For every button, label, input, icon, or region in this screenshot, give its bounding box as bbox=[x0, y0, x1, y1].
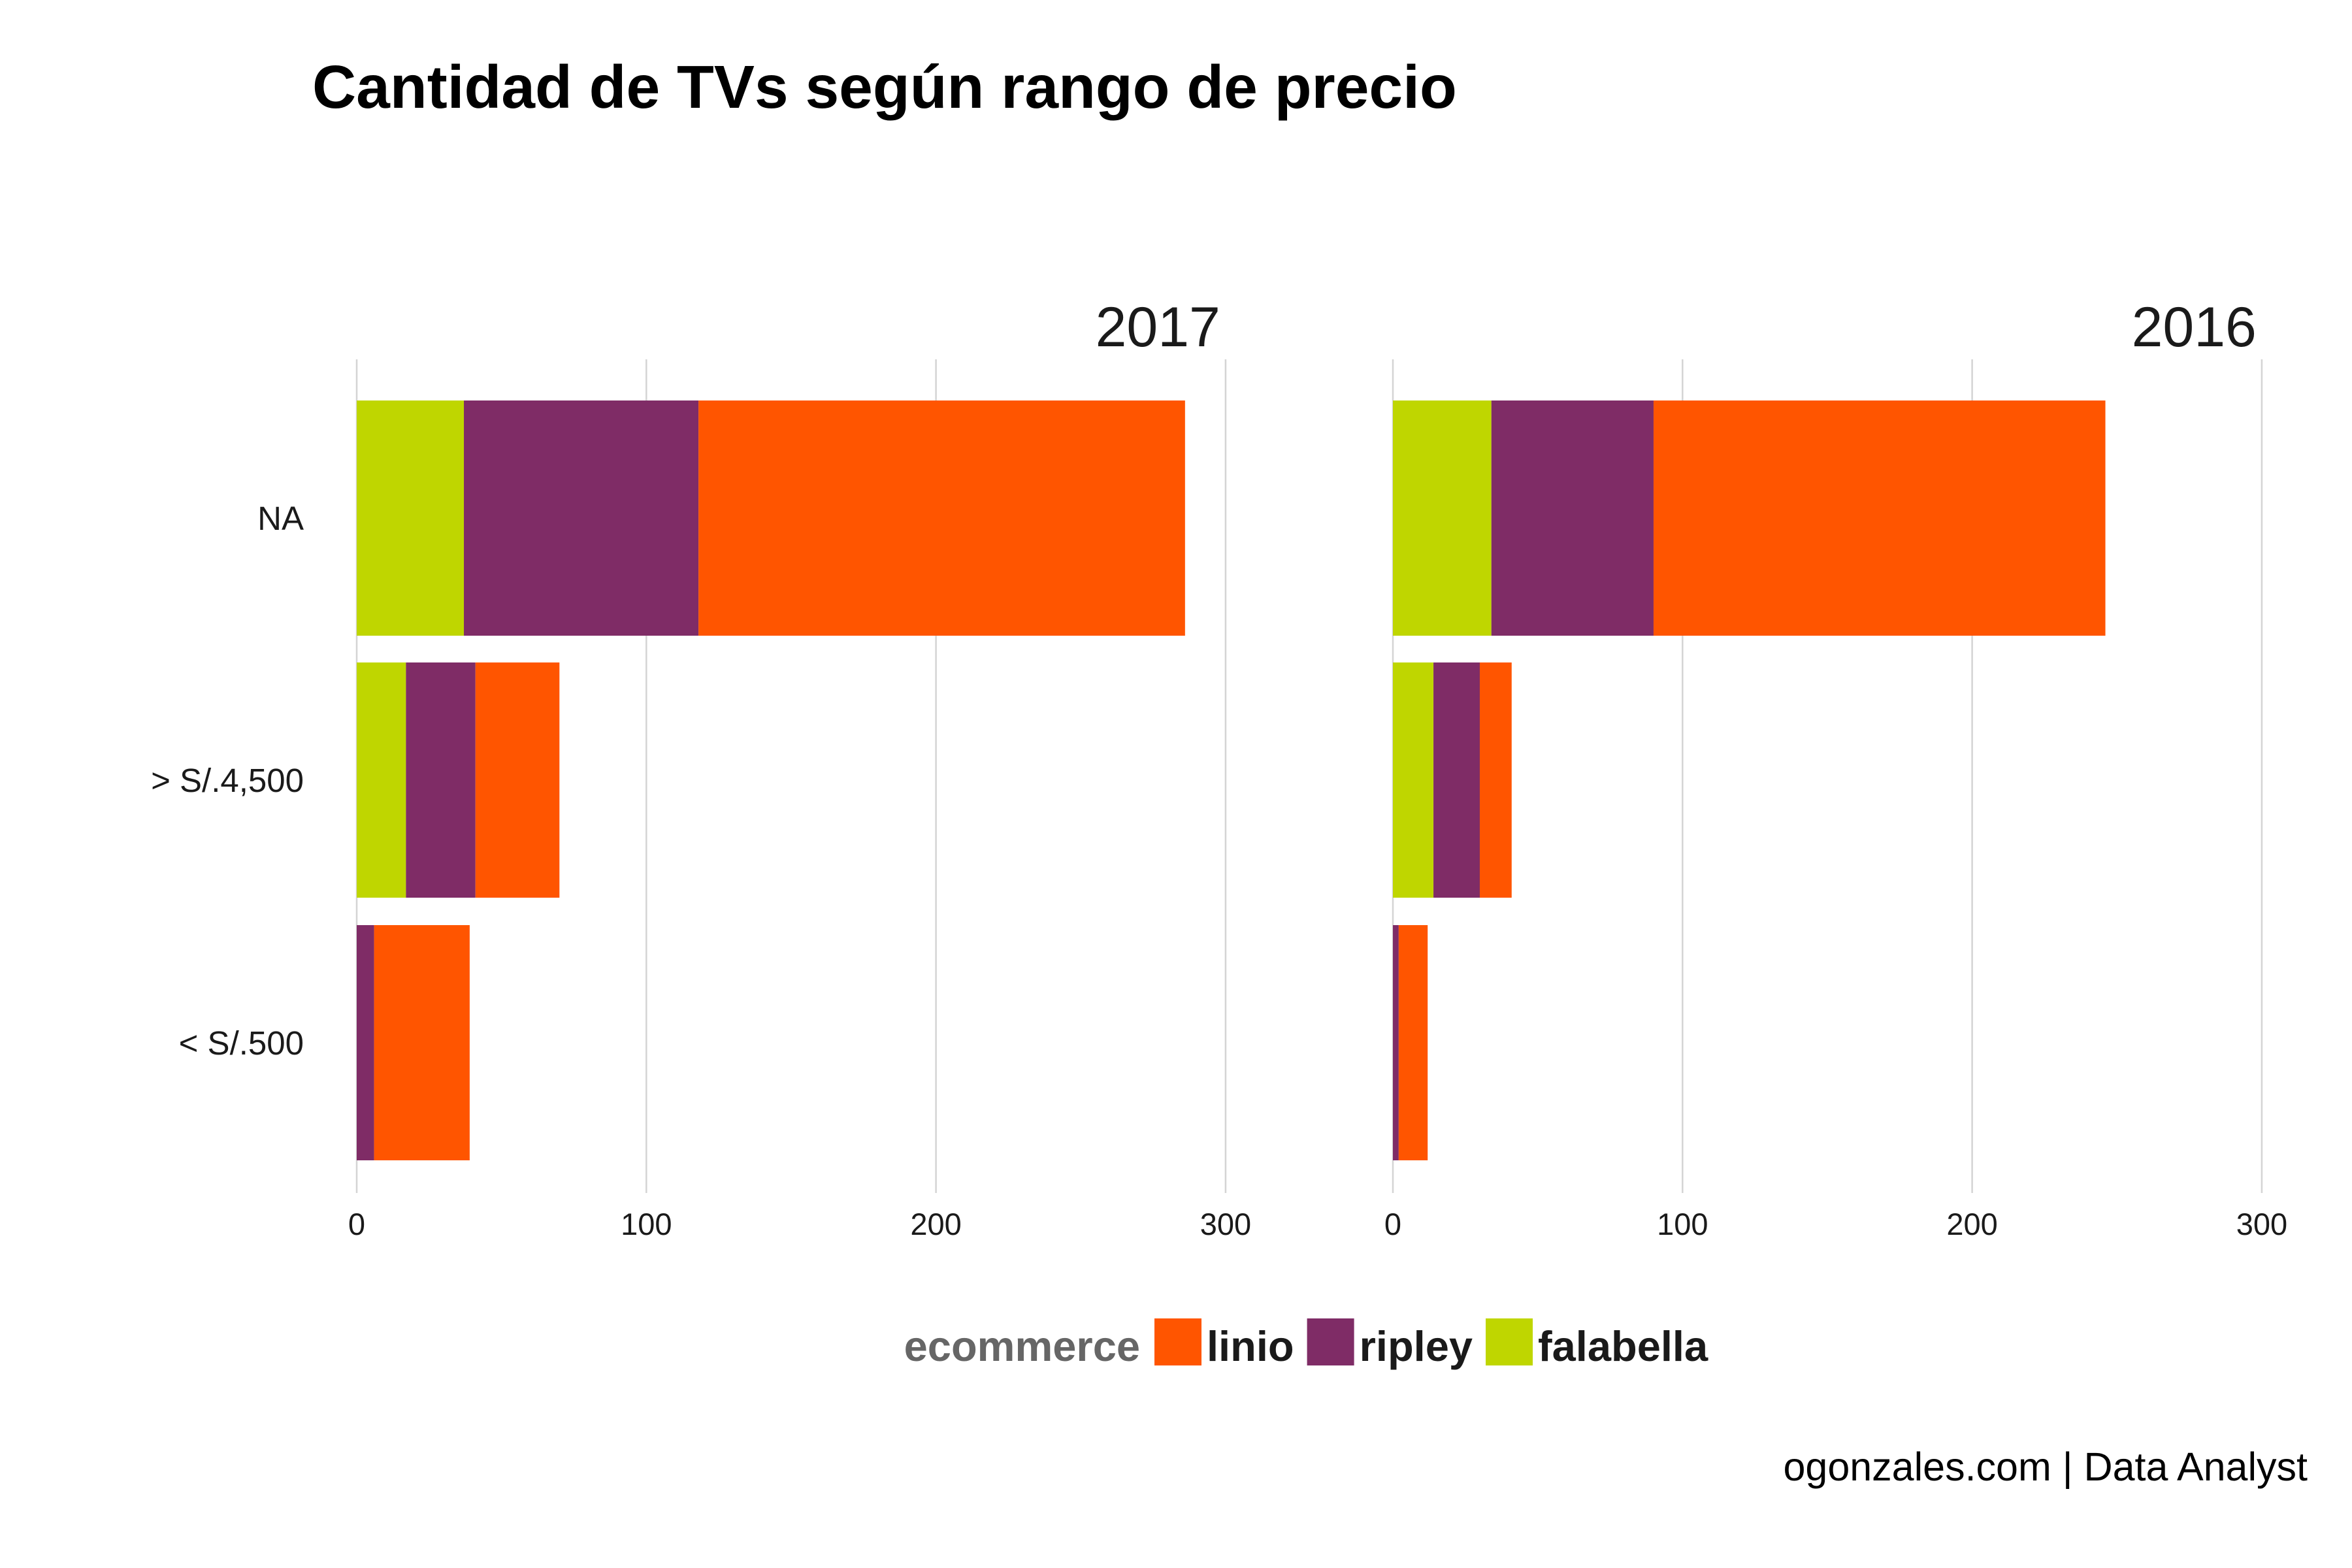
legend-label: ripley bbox=[1360, 1322, 1473, 1370]
panels: 0 100 200 300 2017 0 100 200 300 2016 bbox=[348, 296, 2287, 1241]
bar-ripley-s-4-500 bbox=[406, 662, 476, 898]
bar-falabella-na bbox=[357, 400, 465, 636]
legend-label: falabella bbox=[1538, 1322, 1708, 1370]
y-category-label: NA bbox=[257, 500, 304, 537]
bar-ripley-s-500 bbox=[1393, 925, 1399, 1160]
x-tick-label: 100 bbox=[1657, 1207, 1708, 1241]
chart-title: Cantidad de TVs según rango de precio bbox=[312, 53, 1457, 121]
bar-falabella-na bbox=[1393, 400, 1492, 636]
x-tick-label: 0 bbox=[1384, 1207, 1401, 1241]
bar-ripley-na bbox=[1491, 400, 1654, 636]
x-tick-label: 300 bbox=[2236, 1207, 2287, 1241]
legend-swatch bbox=[1307, 1318, 1354, 1365]
panel-title: 2017 bbox=[1096, 296, 1220, 359]
legend-items: linio ripley falabella bbox=[1154, 1318, 1708, 1370]
chart-caption: ogonzales.com | Data Analyst bbox=[1783, 1445, 2308, 1489]
bar-linio-s-500 bbox=[1398, 925, 1428, 1160]
legend-title: ecommerce bbox=[904, 1322, 1140, 1370]
bar-falabella-s-4-500 bbox=[357, 662, 406, 898]
bar-linio-s-4-500 bbox=[475, 662, 560, 898]
legend-item-ripley: ripley bbox=[1307, 1318, 1473, 1370]
panel-2017: 0 100 200 300 2017 bbox=[348, 296, 1251, 1241]
bar-ripley-s-500 bbox=[357, 925, 374, 1160]
legend-swatch bbox=[1486, 1318, 1533, 1365]
panel-title: 2016 bbox=[2132, 296, 2257, 359]
legend: ecommerce linio ripley falabella bbox=[904, 1318, 1708, 1370]
legend-swatch bbox=[1154, 1318, 1201, 1365]
bar-ripley-s-4-500 bbox=[1433, 662, 1480, 898]
bar-linio-na bbox=[698, 400, 1185, 636]
x-tick-label: 200 bbox=[910, 1207, 961, 1241]
bar-falabella-s-4-500 bbox=[1393, 662, 1434, 898]
x-tick-label: 200 bbox=[1946, 1207, 1997, 1241]
x-tick-label: 100 bbox=[621, 1207, 672, 1241]
bar-linio-s-4-500 bbox=[1479, 662, 1512, 898]
y-category-label: > S/.4,500 bbox=[151, 762, 304, 799]
bar-linio-s-500 bbox=[374, 925, 470, 1160]
legend-label: linio bbox=[1207, 1322, 1294, 1370]
legend-item-linio: linio bbox=[1154, 1318, 1294, 1370]
category-labels: NA > S/.4,500 < S/.500 bbox=[151, 500, 304, 1062]
x-tick-label: 300 bbox=[1200, 1207, 1251, 1241]
x-tick-label: 0 bbox=[348, 1207, 365, 1241]
bar-ripley-na bbox=[464, 400, 699, 636]
bar-linio-na bbox=[1653, 400, 2106, 636]
panel-2016: 0 100 200 300 2016 bbox=[1384, 296, 2287, 1241]
legend-item-falabella: falabella bbox=[1486, 1318, 1708, 1370]
y-category-label: < S/.500 bbox=[179, 1024, 304, 1062]
